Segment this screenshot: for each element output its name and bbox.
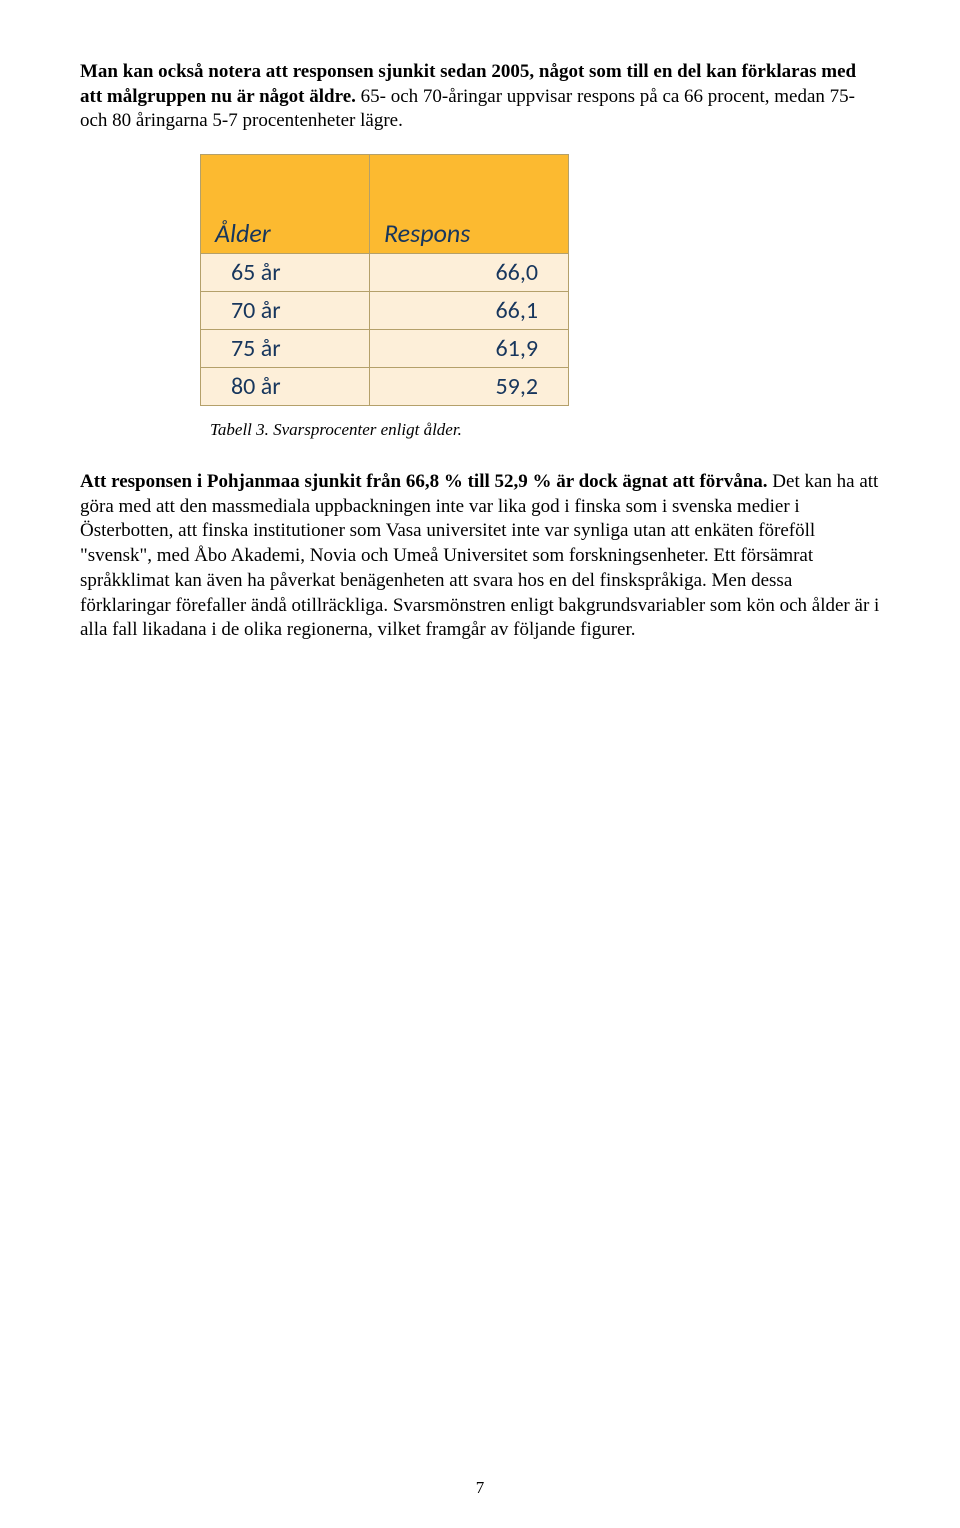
body-bold-text: Att responsen i Pohjanmaa sjunkit från 6… — [80, 471, 768, 492]
cell-age: 75 år — [201, 330, 370, 368]
body-rest-text: Det kan ha att göra med att den massmedi… — [80, 471, 879, 640]
cell-response: 61,9 — [370, 330, 569, 368]
table-body: 65 år 66,0 70 år 66,1 75 år 61,9 80 år 5… — [201, 254, 569, 406]
table-row: 70 år 66,1 — [201, 292, 569, 330]
paragraph-body: Att responsen i Pohjanmaa sjunkit från 6… — [80, 470, 880, 643]
page-number: 7 — [0, 1478, 960, 1498]
response-table: Ålder Respons 65 år 66,0 70 år 66,1 75 å… — [200, 154, 569, 406]
table-caption: Tabell 3. Svarsprocenter enligt ålder. — [210, 420, 880, 440]
table-row: 75 år 61,9 — [201, 330, 569, 368]
paragraph-intro: Man kan också notera att responsen sjunk… — [80, 60, 880, 134]
cell-age: 80 år — [201, 368, 370, 406]
table-header-response: Respons — [370, 155, 569, 254]
table-row: 80 år 59,2 — [201, 368, 569, 406]
table-container: Ålder Respons 65 år 66,0 70 år 66,1 75 å… — [200, 154, 880, 406]
document-page: Man kan också notera att responsen sjunk… — [0, 0, 960, 1528]
cell-response: 59,2 — [370, 368, 569, 406]
table-row: 65 år 66,0 — [201, 254, 569, 292]
cell-age: 70 år — [201, 292, 370, 330]
table-header-row: Ålder Respons — [201, 155, 569, 254]
cell-response: 66,0 — [370, 254, 569, 292]
cell-age: 65 år — [201, 254, 370, 292]
cell-response: 66,1 — [370, 292, 569, 330]
table-header-age: Ålder — [201, 155, 370, 254]
